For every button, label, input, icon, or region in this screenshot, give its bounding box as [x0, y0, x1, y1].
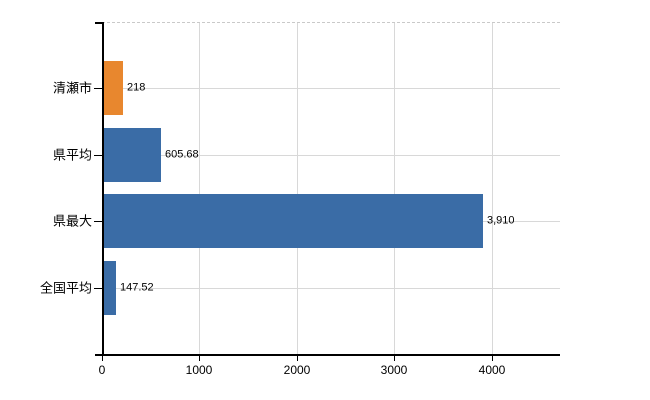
x-axis-tick-label: 1000 — [185, 363, 213, 377]
bar-全国平均 — [102, 261, 116, 315]
horizontal-gridline — [102, 155, 560, 156]
category-label: 県平均 — [52, 147, 92, 163]
category-tick — [94, 221, 102, 222]
bar-県平均 — [102, 128, 161, 182]
x-axis-tick — [199, 356, 200, 361]
category-tick — [94, 288, 102, 289]
horizontal-gridline — [102, 88, 560, 89]
category-label: 全国平均 — [39, 280, 92, 296]
x-axis-tick — [492, 356, 493, 361]
x-axis-tick — [102, 356, 103, 361]
category-tick — [94, 155, 102, 156]
x-axis-tick-label: 2000 — [283, 363, 311, 377]
category-label: 県最大 — [52, 213, 92, 229]
vertical-gridline — [199, 22, 201, 354]
vertical-gridline — [296, 22, 298, 354]
value-label: 147.52 — [120, 281, 154, 294]
value-label: 218 — [127, 81, 146, 94]
x-axis-tick — [394, 356, 395, 361]
value-label: 3,910 — [487, 214, 515, 227]
vertical-gridline — [491, 22, 493, 354]
category-tick — [94, 88, 102, 89]
horizontal-gridline — [102, 288, 560, 289]
x-axis-tick-label: 4000 — [478, 363, 506, 377]
x-axis-tick — [297, 356, 298, 361]
category-label: 清瀬市 — [52, 80, 92, 96]
y-axis-line — [102, 22, 104, 354]
bar-県最大 — [102, 194, 483, 248]
bar-清瀬市 — [102, 61, 123, 115]
value-label: 605.68 — [165, 148, 199, 161]
y-axis-top-tick — [95, 22, 102, 24]
x-axis-line — [95, 354, 560, 356]
x-axis-tick-label: 3000 — [380, 363, 408, 377]
x-axis-tick-label: 0 — [98, 363, 106, 377]
vertical-gridline — [394, 22, 396, 354]
plot-top-border — [102, 22, 560, 23]
